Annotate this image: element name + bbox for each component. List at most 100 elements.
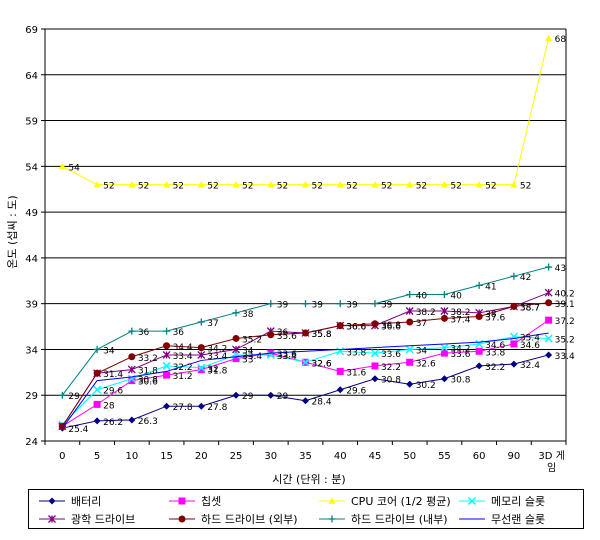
data-label: 52 bbox=[381, 182, 392, 192]
x-tick-label: 5 bbox=[94, 451, 100, 462]
data-label: 34 bbox=[103, 346, 115, 356]
data-point bbox=[197, 366, 205, 374]
series-5 bbox=[58, 299, 553, 430]
data-point bbox=[128, 377, 136, 385]
x-tick-label: 60 bbox=[473, 451, 486, 462]
data-label: 52 bbox=[242, 182, 253, 192]
legend-swatch bbox=[169, 515, 195, 523]
legend-swatch bbox=[169, 497, 195, 505]
data-label: 38.7 bbox=[520, 303, 540, 313]
data-point bbox=[197, 402, 205, 410]
data-label: 68 bbox=[555, 35, 567, 45]
data-point bbox=[163, 402, 171, 410]
data-point bbox=[48, 497, 56, 505]
data-point bbox=[48, 515, 56, 523]
data-point bbox=[267, 331, 275, 339]
series-3 bbox=[58, 332, 553, 429]
data-label: 35.6 bbox=[277, 332, 297, 342]
data-label: 34.6 bbox=[485, 341, 505, 351]
data-label: 38.2 bbox=[450, 308, 470, 318]
data-point bbox=[544, 288, 553, 297]
data-label: 29.6 bbox=[346, 387, 366, 397]
data-label: 52 bbox=[416, 182, 427, 192]
data-label: 52 bbox=[485, 182, 496, 192]
data-label: 30.8 bbox=[138, 376, 158, 386]
y-axis-title: 온도 (섭씨 : 도) bbox=[6, 195, 19, 268]
data-label: 33.4 bbox=[242, 352, 262, 362]
data-point bbox=[336, 367, 344, 375]
data-label: 35.2 bbox=[555, 335, 575, 345]
data-point bbox=[58, 162, 66, 170]
y-tick-label: 34 bbox=[25, 345, 38, 356]
y-tick-label: 29 bbox=[25, 391, 38, 402]
data-label: 54 bbox=[68, 163, 80, 173]
series-line bbox=[61, 332, 549, 429]
y-tick-label: 69 bbox=[25, 25, 38, 36]
data-point bbox=[406, 380, 414, 388]
data-point bbox=[545, 316, 553, 324]
data-label: 34.4 bbox=[173, 343, 193, 353]
legend-label: 무선랜 슬롯 bbox=[491, 513, 546, 526]
data-label: 33.8 bbox=[485, 348, 505, 358]
data-point bbox=[510, 302, 518, 310]
data-point bbox=[267, 181, 275, 188]
y-tick-label: 49 bbox=[25, 208, 38, 219]
data-label: 30.6 bbox=[138, 378, 158, 388]
data-labels: 25.4 26.2 26.3 27.8 27.8 29 29 28.4 29.6 30.8 30.2… bbox=[68, 35, 575, 435]
data-point bbox=[440, 375, 448, 383]
data-label: 36.6 bbox=[381, 323, 401, 333]
data-label: 36 bbox=[277, 328, 289, 338]
data-label: 52 bbox=[450, 182, 461, 192]
x-tick-label: 20 bbox=[195, 451, 208, 462]
data-point bbox=[162, 350, 171, 359]
legend-swatch bbox=[39, 515, 65, 523]
data-point bbox=[440, 343, 449, 352]
data-label: 39 bbox=[312, 301, 324, 311]
data-label: 35.2 bbox=[242, 335, 262, 345]
data-point bbox=[440, 307, 449, 315]
y-axis-ticks: 24 29 34 39 44 49 54 59 64 69 bbox=[25, 25, 45, 448]
data-label: 37 bbox=[416, 319, 427, 329]
data-label: 27.8 bbox=[173, 403, 193, 413]
series-7 bbox=[61, 332, 549, 429]
data-point bbox=[93, 385, 102, 394]
data-label: 34.2 bbox=[450, 345, 470, 355]
data-point bbox=[302, 300, 309, 308]
data-point bbox=[475, 362, 483, 370]
data-label: 33.2 bbox=[138, 354, 158, 364]
legend-label: 메모리 슬롯 bbox=[491, 495, 546, 508]
legend-label: 배터리 bbox=[71, 495, 102, 508]
data-label: 33.4 bbox=[555, 352, 575, 362]
data-label: 34 bbox=[416, 346, 428, 356]
data-label: 39 bbox=[277, 301, 289, 311]
data-label: 32 bbox=[207, 365, 218, 375]
data-point bbox=[545, 351, 553, 359]
data-label: 37.4 bbox=[450, 315, 470, 325]
data-point bbox=[475, 181, 483, 188]
x-tick-label: 50 bbox=[403, 451, 416, 462]
data-point bbox=[440, 291, 448, 299]
data-point bbox=[93, 417, 101, 425]
data-label: 40 bbox=[450, 292, 462, 302]
legend-item: 광학 드라이브 bbox=[39, 511, 135, 527]
data-label: 35.8 bbox=[312, 330, 332, 340]
x-tick-label: 30 bbox=[264, 451, 277, 462]
data-point bbox=[467, 496, 477, 506]
data-point bbox=[93, 181, 101, 188]
data-point bbox=[371, 320, 379, 328]
data-point bbox=[301, 358, 310, 367]
legend-label: CPU 코어 (1/2 평균) bbox=[351, 495, 451, 508]
data-label: 33.4 bbox=[173, 352, 193, 362]
data-point bbox=[545, 263, 553, 271]
data-label: 39 bbox=[381, 301, 393, 311]
data-label: 41 bbox=[485, 282, 496, 292]
data-point bbox=[510, 181, 518, 188]
data-label: 39.1 bbox=[555, 300, 575, 310]
data-point bbox=[163, 371, 171, 379]
data-point bbox=[475, 281, 483, 289]
data-label: 28.4 bbox=[312, 398, 332, 408]
legend-item: 하드 드라이브 (내부) bbox=[319, 511, 448, 527]
series-line bbox=[62, 38, 550, 186]
data-label: 34.6 bbox=[520, 341, 540, 351]
